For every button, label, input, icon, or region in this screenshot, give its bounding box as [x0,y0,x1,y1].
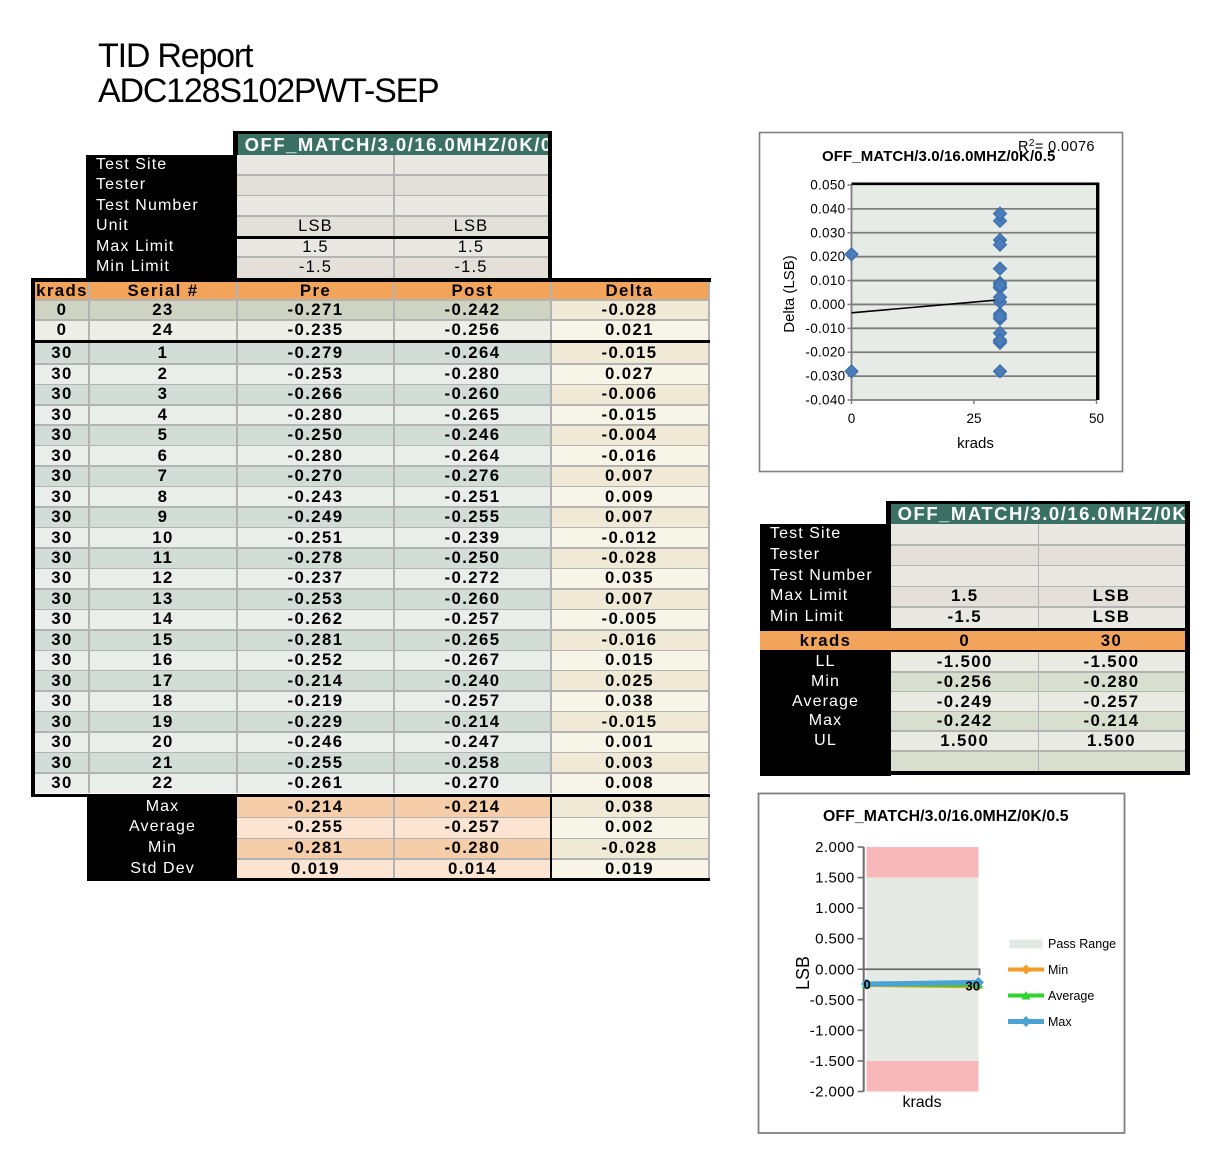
svg-text:0.030: 0.030 [810,225,845,240]
svg-text:2.000: 2.000 [815,839,855,856]
svg-text:0.050: 0.050 [810,178,845,193]
svg-text:25: 25 [966,411,981,426]
svg-text:0.000: 0.000 [810,297,845,312]
svg-text:50: 50 [1089,411,1104,426]
svg-text:1.000: 1.000 [815,900,855,917]
svg-text:0: 0 [864,977,871,992]
svg-text:Min: Min [1048,963,1068,977]
svg-text:Pass Range: Pass Range [1048,937,1116,951]
svg-text:0: 0 [848,411,856,426]
svg-text:-0.020: -0.020 [805,345,845,360]
svg-text:0.010: 0.010 [810,273,845,288]
svg-text:OFF_MATCH/3.0/16.0MHZ/0K/0.5: OFF_MATCH/3.0/16.0MHZ/0K/0.5 [823,808,1069,825]
svg-text:R2= 0.0076: R2= 0.0076 [1018,138,1095,155]
svg-text:-1.000: -1.000 [810,1022,855,1039]
svg-text:0.040: 0.040 [810,201,845,216]
svg-text:OFF_MATCH/3.0/16.0MHZ/0K/0.5: OFF_MATCH/3.0/16.0MHZ/0K/0.5 [822,148,1055,165]
svg-text:-0.030: -0.030 [805,369,845,384]
svg-text:30: 30 [966,978,980,993]
svg-text:krads: krads [902,1094,941,1111]
svg-text:1.500: 1.500 [815,870,855,887]
svg-text:Delta (LSB): Delta (LSB) [781,255,798,333]
svg-text:-1.500: -1.500 [810,1053,855,1070]
svg-text:-0.010: -0.010 [805,321,845,336]
svg-text:0.020: 0.020 [810,249,845,264]
svg-text:Max: Max [1048,1015,1072,1029]
svg-text:Average: Average [1048,989,1094,1003]
svg-text:LSB: LSB [793,956,813,990]
svg-text:-2.000: -2.000 [810,1084,855,1101]
svg-text:0.000: 0.000 [815,961,855,978]
svg-text:-0.040: -0.040 [805,393,845,408]
svg-text:krads: krads [957,435,994,452]
svg-text:0.500: 0.500 [815,931,855,948]
svg-text:-0.500: -0.500 [810,992,855,1009]
